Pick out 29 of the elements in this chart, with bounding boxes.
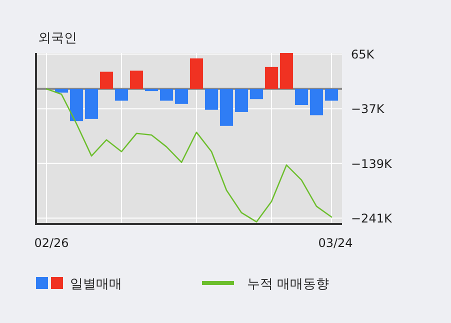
legend-label: 일별매매 bbox=[70, 277, 122, 292]
y-tick-label: −139K bbox=[351, 156, 393, 171]
legend: 일별매매 bbox=[36, 277, 122, 292]
bar bbox=[114, 88, 128, 101]
bar bbox=[220, 88, 234, 126]
y-tick-label: 65K bbox=[351, 48, 376, 62]
bar bbox=[160, 88, 174, 101]
bar bbox=[250, 88, 264, 100]
bar bbox=[204, 88, 218, 110]
bar bbox=[84, 88, 98, 119]
bar bbox=[190, 58, 204, 89]
y-tick-label: −241K bbox=[351, 212, 393, 226]
bar bbox=[280, 53, 294, 89]
legend: 누적 매매동향 bbox=[202, 277, 330, 292]
chart-title: 외국인 bbox=[38, 31, 77, 46]
bar bbox=[130, 70, 144, 89]
bar bbox=[234, 88, 248, 112]
bar bbox=[310, 88, 324, 116]
bar bbox=[324, 88, 338, 101]
bar bbox=[174, 88, 188, 104]
x-tick-label: 03/24 bbox=[318, 236, 353, 250]
y-tick-label: −37K bbox=[351, 102, 386, 116]
x-tick-label: 02/26 bbox=[34, 236, 69, 250]
bar bbox=[100, 72, 114, 89]
bar bbox=[70, 88, 84, 122]
bar bbox=[264, 66, 278, 89]
bar bbox=[294, 88, 308, 105]
bar bbox=[144, 88, 158, 92]
legend-label: 누적 매매동향 bbox=[247, 277, 330, 292]
